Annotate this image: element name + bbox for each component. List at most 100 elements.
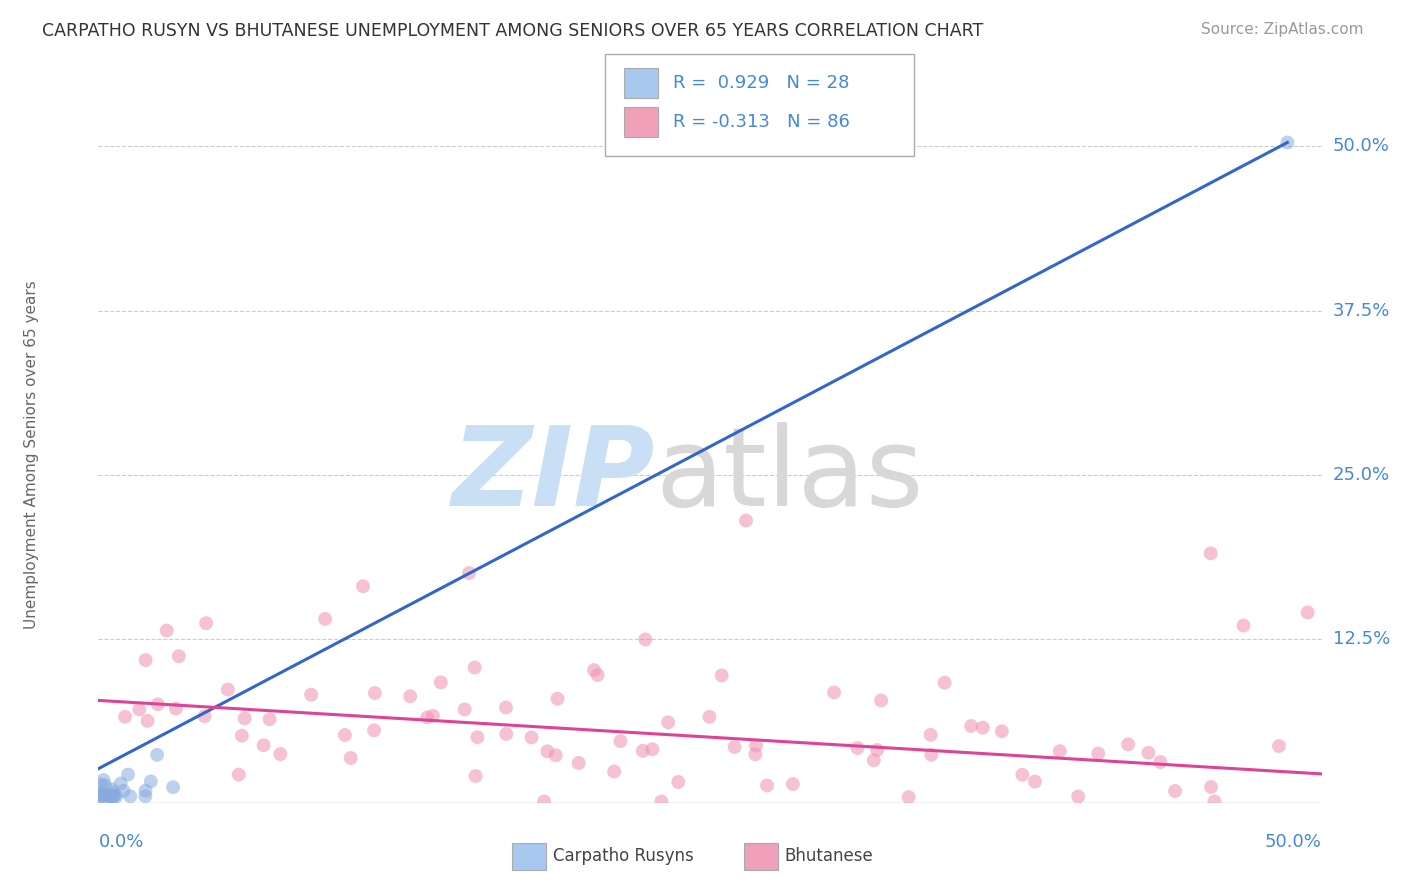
Point xyxy=(90,786,112,800)
Point xyxy=(135,653,157,667)
Point xyxy=(136,714,159,728)
Point xyxy=(1296,606,1319,620)
Text: 37.5%: 37.5% xyxy=(1333,301,1391,319)
Point xyxy=(870,693,893,707)
Point xyxy=(699,710,721,724)
Point xyxy=(657,715,679,730)
Point xyxy=(430,675,453,690)
Text: R =  0.929   N = 28: R = 0.929 N = 28 xyxy=(673,74,849,92)
Text: ZIP: ZIP xyxy=(451,422,655,529)
Point xyxy=(464,769,486,783)
Text: atlas: atlas xyxy=(655,422,924,529)
Point xyxy=(231,729,253,743)
Point xyxy=(862,753,884,767)
Point xyxy=(650,795,672,809)
Point xyxy=(416,710,439,724)
Point xyxy=(464,660,486,674)
Point xyxy=(467,731,489,745)
Point xyxy=(458,566,481,580)
Point xyxy=(782,777,804,791)
Point xyxy=(1149,755,1171,769)
Point xyxy=(91,789,114,804)
Point xyxy=(399,690,422,704)
Point xyxy=(745,739,768,753)
Point xyxy=(641,742,664,756)
Point xyxy=(1049,744,1071,758)
Point xyxy=(193,709,215,723)
Text: 50.0%: 50.0% xyxy=(1265,833,1322,851)
Point xyxy=(568,756,591,770)
Point xyxy=(544,748,567,763)
Point xyxy=(93,772,115,787)
Point xyxy=(90,787,112,801)
Point xyxy=(547,691,569,706)
Text: Source: ZipAtlas.com: Source: ZipAtlas.com xyxy=(1201,22,1364,37)
Point xyxy=(609,734,631,748)
Text: 0.0%: 0.0% xyxy=(98,833,143,851)
Point xyxy=(90,778,112,792)
Point xyxy=(339,751,361,765)
Point xyxy=(90,789,112,804)
Point xyxy=(631,744,654,758)
Point xyxy=(744,747,766,762)
Point xyxy=(156,624,179,638)
Point xyxy=(1164,784,1187,798)
Point xyxy=(139,774,162,789)
Point xyxy=(165,701,187,715)
Point xyxy=(112,784,135,798)
Point xyxy=(866,743,889,757)
Point xyxy=(117,767,139,781)
Point xyxy=(233,711,256,725)
Point xyxy=(495,727,517,741)
Point xyxy=(1024,774,1046,789)
Point xyxy=(299,688,322,702)
Text: 50.0%: 50.0% xyxy=(1333,137,1389,155)
Point xyxy=(603,764,626,779)
Point xyxy=(1011,768,1033,782)
Point xyxy=(101,789,124,804)
Point xyxy=(1204,795,1226,809)
Point xyxy=(991,724,1014,739)
Point xyxy=(920,728,942,742)
Point xyxy=(756,779,779,793)
Point xyxy=(94,778,117,792)
Point xyxy=(259,712,281,726)
Point xyxy=(1199,546,1222,560)
Point xyxy=(1087,747,1109,761)
Point xyxy=(90,789,112,804)
Point xyxy=(363,723,385,738)
Point xyxy=(422,709,444,723)
Point xyxy=(98,789,121,804)
Text: 25.0%: 25.0% xyxy=(1333,466,1391,483)
Point xyxy=(536,744,558,758)
Point xyxy=(98,789,121,804)
Text: 12.5%: 12.5% xyxy=(1333,630,1391,648)
Point xyxy=(101,786,124,800)
Point xyxy=(120,789,142,804)
Point xyxy=(897,790,920,805)
Point xyxy=(146,698,169,712)
Point xyxy=(146,747,169,762)
Point xyxy=(520,731,543,745)
Point xyxy=(314,612,336,626)
Point xyxy=(228,767,250,781)
Point xyxy=(134,789,156,804)
Point xyxy=(105,789,128,804)
Point xyxy=(364,686,387,700)
Point xyxy=(128,702,150,716)
Point xyxy=(735,514,758,528)
Point xyxy=(103,789,125,804)
Point xyxy=(586,668,609,682)
Point xyxy=(93,788,115,802)
Point xyxy=(960,719,983,733)
Point xyxy=(1067,789,1090,804)
Point xyxy=(1116,737,1139,751)
Point xyxy=(583,663,606,677)
Point xyxy=(1277,136,1299,150)
Point xyxy=(934,675,956,690)
Point xyxy=(1268,739,1291,753)
Text: R = -0.313   N = 86: R = -0.313 N = 86 xyxy=(673,113,851,131)
Point xyxy=(103,789,125,804)
Point xyxy=(252,738,274,752)
Point xyxy=(167,649,190,664)
